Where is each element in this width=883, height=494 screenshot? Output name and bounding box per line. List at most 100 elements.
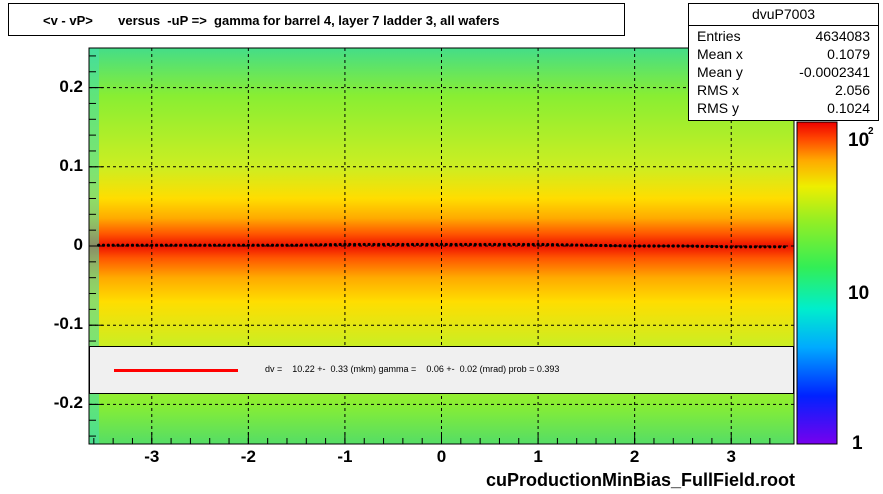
profile-point bbox=[188, 243, 193, 247]
profile-point bbox=[594, 243, 598, 247]
profile-point bbox=[435, 242, 439, 247]
profile-point bbox=[690, 244, 695, 248]
profile-point bbox=[633, 244, 637, 248]
profile-point bbox=[377, 242, 381, 247]
profile-point bbox=[164, 243, 168, 247]
profile-point bbox=[449, 242, 453, 247]
profile-point bbox=[758, 245, 762, 249]
profile-point bbox=[372, 242, 376, 247]
profile-point bbox=[753, 245, 757, 249]
x-tick-label: 0 bbox=[436, 447, 447, 466]
profile-point bbox=[444, 242, 448, 247]
stats-value: 0.1079 bbox=[827, 46, 870, 62]
profile-point bbox=[497, 242, 502, 247]
profile-point bbox=[521, 242, 526, 247]
profile-point bbox=[295, 243, 299, 247]
profile-point bbox=[338, 242, 342, 247]
profile-point bbox=[710, 244, 714, 249]
profile-point bbox=[686, 244, 690, 248]
profile-point bbox=[425, 242, 429, 247]
stats-key: RMS y bbox=[697, 100, 739, 116]
stats-key: RMS x bbox=[697, 82, 739, 98]
profile-point bbox=[208, 243, 212, 247]
chart-title: <v - vP> versus -uP => gamma for barrel … bbox=[43, 13, 500, 28]
stats-row: Mean x 0.1079 bbox=[697, 46, 870, 66]
profile-point bbox=[145, 243, 149, 247]
profile-point bbox=[222, 243, 226, 247]
stats-value: -0.0002341 bbox=[799, 64, 870, 80]
profile-point bbox=[193, 243, 197, 247]
profile-point bbox=[174, 243, 178, 247]
stats-key: Entries bbox=[697, 28, 741, 44]
z-tick-label-10: 10 bbox=[848, 283, 870, 304]
profile-point bbox=[589, 243, 593, 247]
z-tick-exponent: 2 bbox=[868, 126, 874, 137]
profile-point bbox=[246, 243, 250, 247]
stats-row: Mean y -0.0002341 bbox=[697, 64, 870, 84]
profile-point bbox=[695, 244, 700, 248]
profile-point bbox=[734, 245, 738, 249]
profile-point bbox=[169, 243, 173, 247]
profile-point bbox=[415, 242, 419, 247]
stats-key: Mean y bbox=[697, 64, 743, 80]
stats-row: RMS y 0.1024 bbox=[697, 100, 870, 120]
profile-point bbox=[430, 242, 434, 247]
axis-ticks bbox=[89, 55, 771, 444]
profile-point bbox=[642, 244, 646, 248]
x-tick-label: 1 bbox=[533, 447, 543, 466]
y-tick-label: 0.1 bbox=[59, 155, 83, 175]
stats-key: Mean x bbox=[697, 46, 743, 62]
profile-point bbox=[560, 243, 564, 247]
profile-point bbox=[565, 243, 569, 247]
profile-point bbox=[729, 245, 733, 249]
profile-point bbox=[319, 243, 323, 247]
profile-point bbox=[468, 242, 473, 247]
profile-point bbox=[126, 243, 130, 247]
x-tick-label: -3 bbox=[144, 447, 160, 466]
profile-point bbox=[304, 243, 308, 247]
x-tick-label: 3 bbox=[726, 447, 736, 466]
profile-point bbox=[777, 245, 782, 249]
profile-point bbox=[111, 243, 115, 247]
profile-point bbox=[623, 244, 627, 248]
stats-value: 4634083 bbox=[815, 28, 870, 44]
profile-point bbox=[232, 243, 236, 247]
profile-point bbox=[662, 244, 666, 248]
fit-legend: dv = 10.22 +- 0.33 (mkm) gamma = 0.06 +-… bbox=[89, 346, 794, 394]
profile-point bbox=[198, 243, 202, 247]
profile-point bbox=[550, 243, 555, 247]
profile-point bbox=[391, 242, 395, 247]
title-box: <v - vP> versus -uP => gamma for barrel … bbox=[8, 3, 625, 36]
x-tick-label: -2 bbox=[240, 447, 256, 466]
profile-point bbox=[386, 242, 390, 247]
profile-point bbox=[531, 242, 535, 247]
profile-point bbox=[536, 242, 540, 247]
profile-point bbox=[575, 243, 579, 247]
z-tick-label-100: 10 bbox=[848, 130, 870, 151]
profile-point bbox=[314, 243, 318, 247]
profile-point bbox=[493, 242, 497, 247]
profile-point bbox=[150, 243, 154, 247]
profile-point bbox=[555, 243, 559, 247]
profile-point bbox=[343, 242, 347, 247]
profile-point bbox=[420, 242, 424, 247]
profile-point bbox=[352, 242, 357, 247]
profile-point bbox=[362, 242, 366, 247]
y-tick-label: 0.2 bbox=[59, 76, 83, 96]
z-color-bar-frame bbox=[796, 121, 838, 445]
stats-value: 0.1024 bbox=[827, 100, 870, 116]
profile-point bbox=[459, 242, 463, 247]
profile-point bbox=[676, 244, 680, 248]
profile-point bbox=[270, 243, 275, 247]
profile-point bbox=[526, 242, 531, 247]
profile-point bbox=[227, 243, 231, 247]
profile-point bbox=[439, 242, 444, 247]
profile-point bbox=[454, 242, 458, 247]
profile-point bbox=[121, 243, 125, 247]
profile-point bbox=[106, 243, 110, 247]
profile-point bbox=[140, 243, 144, 247]
profile-point bbox=[217, 243, 221, 247]
profile-point bbox=[237, 243, 241, 247]
profile-point bbox=[324, 243, 328, 247]
profile-point bbox=[357, 242, 362, 247]
